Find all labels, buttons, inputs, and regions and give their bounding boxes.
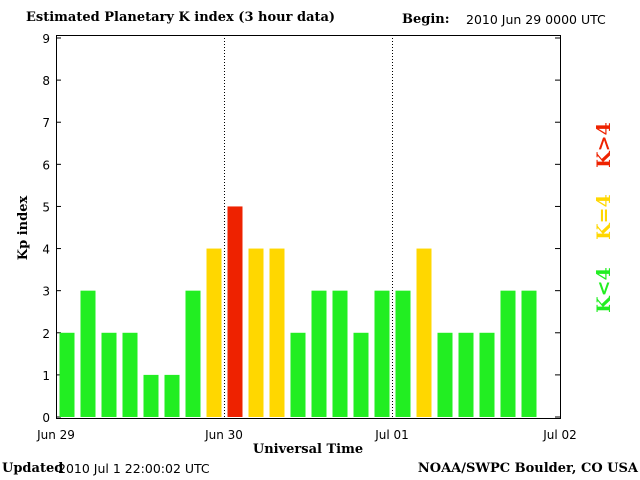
y-tick-label: 3 [42,285,50,299]
y-tick-label: 7 [42,116,50,130]
kp-bar [500,290,516,417]
updated-value: 2010 Jul 1 22:00:02 UTC [58,461,210,476]
kp-bar [269,248,285,417]
kp-bar [122,332,138,417]
kp-bar [290,332,306,417]
chart-title: Estimated Planetary K index (3 hour data… [26,10,336,25]
x-axis-label: Universal Time [253,442,363,457]
kp-bar [416,248,432,417]
begin-value: 2010 Jun 29 0000 UTC [466,12,606,27]
kp-bar [311,290,327,417]
plot-frame [56,35,561,419]
kp-bar [101,332,117,417]
kp-bar [479,332,495,417]
kp-bar [80,290,96,417]
kp-bar [164,374,180,417]
credit-text: NOAA/SWPC Boulder, CO USA [417,461,638,476]
kp-bar [206,248,222,417]
y-tick-label: 1 [42,369,50,383]
kp-bar [227,206,243,417]
y-tick-label: 6 [42,158,50,172]
x-tick-label: Jul 02 [542,428,577,442]
y-tick-label: 9 [42,32,50,46]
legend-item: K>4 [593,122,615,168]
y-tick-label: 8 [42,74,50,88]
kp-bar [521,290,537,417]
kp-bar [332,290,348,417]
kp-bar [395,290,411,417]
kp-bar [59,332,75,417]
legend-item: K=4 [593,194,615,240]
kp-bar [437,332,453,417]
kp-bar [458,332,474,417]
begin-label: Begin: [402,12,450,27]
x-tick-label: Jun 30 [204,428,243,442]
x-tick-label: Jun 29 [36,428,75,442]
kp-bar [248,248,264,417]
y-axis-label: Kp index [16,196,31,261]
kp-bar [353,332,369,417]
y-tick-label: 5 [42,200,50,214]
y-tick-label: 2 [42,327,50,341]
kp-bar [185,290,201,417]
x-tick-label: Jul 01 [374,428,409,442]
legend-item: K<4 [593,267,615,313]
kp-bar [143,374,159,417]
y-tick-label: 4 [42,243,50,257]
kp-bar [374,290,390,417]
y-tick-label: 0 [42,411,50,425]
updated-label: Updated [2,461,64,476]
